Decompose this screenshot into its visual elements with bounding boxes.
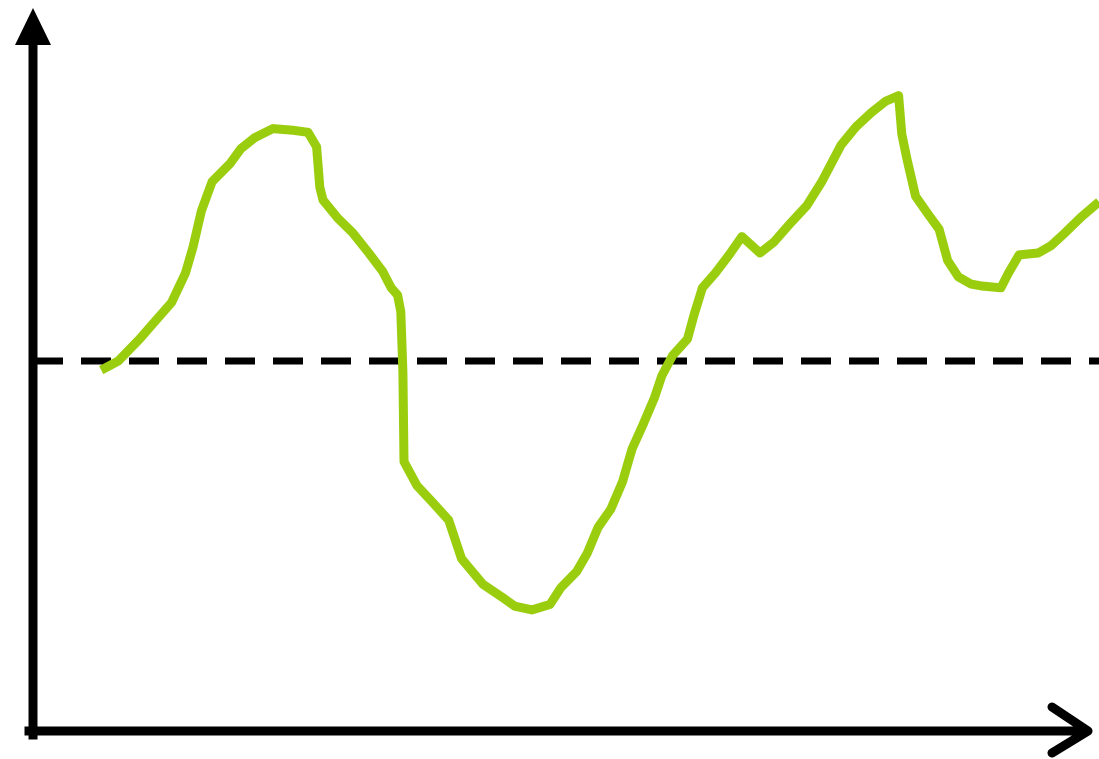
series-layer	[99, 91, 1099, 615]
series-line-0	[99, 91, 1099, 615]
axes	[15, 8, 1093, 758]
y-axis-arrowhead-icon	[15, 8, 51, 45]
x-axis-arrowhead-icon	[1047, 702, 1093, 758]
